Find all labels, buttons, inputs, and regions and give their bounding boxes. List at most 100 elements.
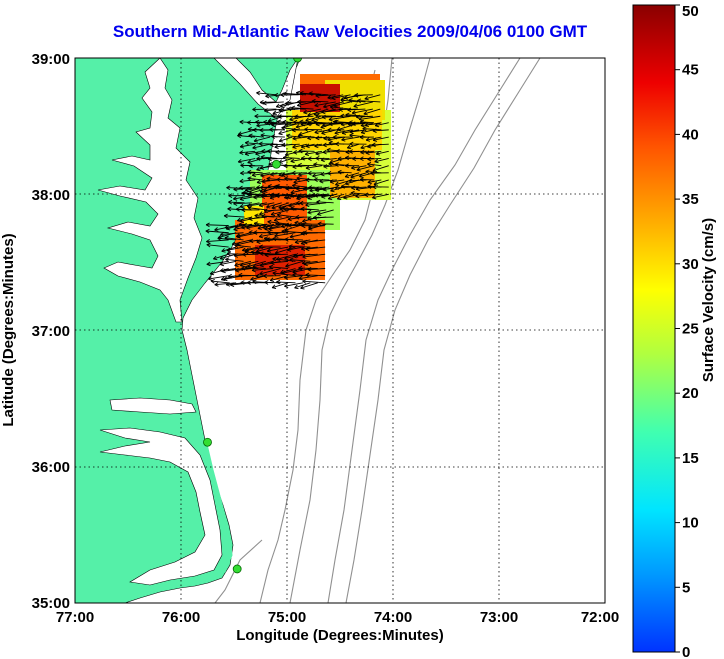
velocity-arrow: [352, 108, 373, 114]
velocity-arrowhead: [241, 266, 246, 269]
velocity-arrowhead: [314, 129, 319, 133]
velocity-arrowhead: [274, 146, 279, 149]
velocity-arrowhead: [317, 221, 322, 225]
velocity-arrowhead: [256, 158, 261, 161]
velocity-arrowhead: [233, 253, 238, 257]
velocity-arrowhead: [267, 150, 271, 154]
velocity-arrowhead: [301, 248, 306, 252]
velocity-arrowhead: [210, 280, 215, 284]
velocity-arrowhead: [281, 172, 286, 176]
velocity-arrowhead: [270, 280, 275, 282]
velocity-arrowhead: [221, 270, 226, 274]
velocity-arrowhead: [256, 248, 260, 252]
velocity-arrow: [351, 165, 367, 169]
velocity-arrowhead: [323, 166, 328, 169]
velocity-arrowhead: [280, 269, 284, 274]
velocity-arrowhead: [285, 265, 290, 268]
velocity-arrowhead: [290, 189, 295, 194]
velocity-arrowhead: [261, 150, 266, 154]
velocity-arrow: [260, 156, 278, 159]
velocity-arrowhead: [296, 177, 301, 181]
velocity-arrowhead: [292, 183, 297, 186]
velocity-arrowhead: [313, 162, 318, 165]
velocity-arrow: [364, 122, 382, 126]
velocity-arrowhead: [321, 114, 326, 118]
velocity-arrowhead: [225, 282, 230, 286]
velocity-arrowhead: [260, 154, 265, 158]
velocity-arrowhead: [323, 106, 328, 109]
velocity-arrow: [233, 188, 253, 190]
velocity-arrowhead: [237, 131, 242, 135]
velocity-arrowhead: [335, 149, 340, 152]
velocity-arrowhead: [346, 144, 351, 149]
velocity-arrowhead: [247, 171, 252, 175]
velocity-arrow: [305, 274, 326, 277]
velocity-arrowhead: [256, 90, 261, 94]
velocity-arrowhead: [239, 150, 244, 154]
velocity-arrow: [256, 92, 277, 96]
velocity-arrowhead: [344, 180, 349, 185]
station-markers: [203, 58, 302, 574]
velocity-arrowhead: [252, 109, 257, 112]
velocity-arrowhead: [224, 224, 229, 228]
colorbar-tick-label: 5: [682, 579, 690, 596]
velocity-arrowhead: [244, 151, 249, 155]
velocity-arrowhead: [253, 140, 259, 143]
velocity-arrowhead: [220, 264, 225, 267]
velocity-arrowhead: [327, 137, 332, 141]
velocity-arrowhead: [294, 242, 299, 245]
velocity-arrowhead: [238, 274, 243, 278]
velocity-arrow: [316, 201, 334, 204]
velocity-arrowhead: [354, 94, 359, 98]
velocity-arrow: [274, 216, 290, 221]
velocity-arrowhead: [299, 200, 304, 204]
velocity-arrow: [238, 158, 256, 163]
velocity-arrowhead: [328, 142, 333, 146]
velocity-arrow: [297, 101, 314, 106]
velocity-arrowhead: [260, 173, 264, 177]
velocity-arrow: [260, 172, 278, 177]
velocity-arrowhead: [239, 196, 244, 200]
velocity-arrowhead: [247, 127, 252, 130]
velocity-arrowhead: [247, 169, 252, 173]
velocity-arrowhead: [345, 163, 349, 167]
velocity-arrowhead: [264, 110, 269, 113]
velocity-arrowhead: [247, 162, 252, 165]
velocity-arrowhead: [277, 114, 282, 118]
velocity-arrowhead: [334, 162, 339, 165]
velocity-arrowhead: [264, 254, 269, 258]
velocity-arrowhead: [276, 281, 281, 285]
velocity-arrow: [345, 114, 366, 117]
velocity-arrowhead: [300, 157, 305, 161]
velocity-arrowhead: [256, 169, 261, 172]
velocity-arrowhead: [281, 125, 286, 129]
velocity-arrowhead: [264, 226, 269, 230]
velocity-arrowhead: [271, 214, 276, 217]
velocity-arrowhead: [281, 270, 286, 274]
velocity-arrowhead: [240, 170, 245, 174]
velocity-arrowhead: [336, 195, 341, 200]
velocity-arrowhead: [259, 236, 264, 239]
velocity-arrowhead: [299, 90, 304, 94]
velocity-arrowhead: [313, 177, 318, 180]
velocity-arrowhead: [363, 113, 368, 116]
velocity-arrowhead: [332, 134, 337, 138]
velocity-arrowhead: [297, 99, 302, 103]
velocity-arrowhead: [274, 220, 279, 223]
velocity-arrowhead: [230, 282, 234, 286]
velocity-arrowhead: [345, 155, 350, 159]
velocity-arrow: [293, 121, 308, 124]
velocity-arrowhead: [243, 222, 247, 226]
velocity-arrow: [328, 122, 345, 125]
velocity-arrowhead: [345, 112, 350, 116]
velocity-arrowhead: [365, 169, 370, 172]
velocity-arrowhead: [315, 95, 320, 99]
velocity-arrowhead: [320, 157, 325, 161]
velocity-arrowhead: [311, 100, 316, 104]
velocity-arrowhead: [281, 142, 286, 146]
velocity-arrowhead: [239, 221, 245, 223]
velocity-arrowhead: [244, 266, 249, 270]
velocity-arrowhead: [239, 152, 244, 155]
velocity-arrowhead: [239, 218, 244, 222]
velocity-arrowhead: [311, 117, 315, 122]
